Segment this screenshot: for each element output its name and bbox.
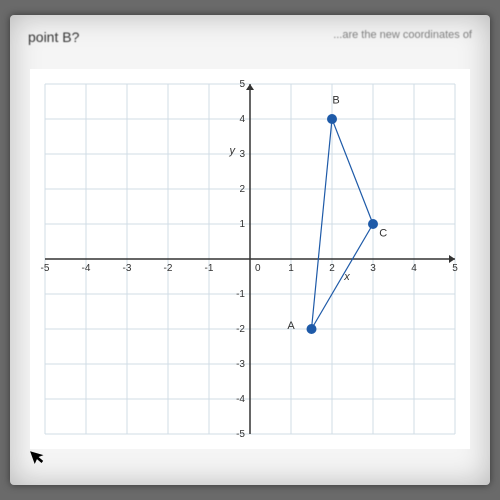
tick-label: -4 [82, 263, 91, 274]
tick-label: 5 [239, 79, 245, 90]
vertex-label: B [332, 94, 339, 106]
question-text: point B? ...are the new coordinates of [20, 25, 480, 49]
tick-label: 5 [452, 263, 458, 274]
screen-frame: point B? ...are the new coordinates of -… [10, 15, 490, 485]
question-right: ...are the new coordinates of [333, 29, 472, 45]
vertex-point [327, 114, 337, 124]
tick-label: 4 [411, 263, 417, 274]
tick-label: 3 [370, 263, 376, 274]
tick-label: 2 [329, 263, 335, 274]
tick-label: 1 [288, 263, 294, 274]
tick-label: -4 [236, 394, 245, 405]
tick-label: -5 [236, 429, 245, 440]
tick-label: -1 [205, 263, 214, 274]
vertex-label: A [287, 320, 295, 332]
chart-svg: -5-4-3-2-1012345-5-4-3-2-112345xyABC [30, 69, 470, 449]
tick-label: -3 [123, 263, 132, 274]
vertex-point [307, 324, 317, 334]
tick-label: -2 [164, 263, 173, 274]
tick-label: 4 [239, 114, 245, 125]
tick-label: 2 [239, 184, 245, 195]
tick-label: -1 [236, 289, 245, 300]
vertex-point [368, 219, 378, 229]
question-left: point B? [28, 29, 79, 45]
tick-label: 3 [239, 149, 245, 160]
tick-label: -5 [41, 263, 50, 274]
tick-label: -2 [236, 324, 245, 335]
tick-label: 0 [255, 263, 261, 274]
tick-label: -3 [236, 359, 245, 370]
vertex-label: C [379, 227, 387, 239]
tick-label: 1 [239, 219, 245, 230]
coordinate-chart: -5-4-3-2-1012345-5-4-3-2-112345xyABC [30, 69, 470, 449]
